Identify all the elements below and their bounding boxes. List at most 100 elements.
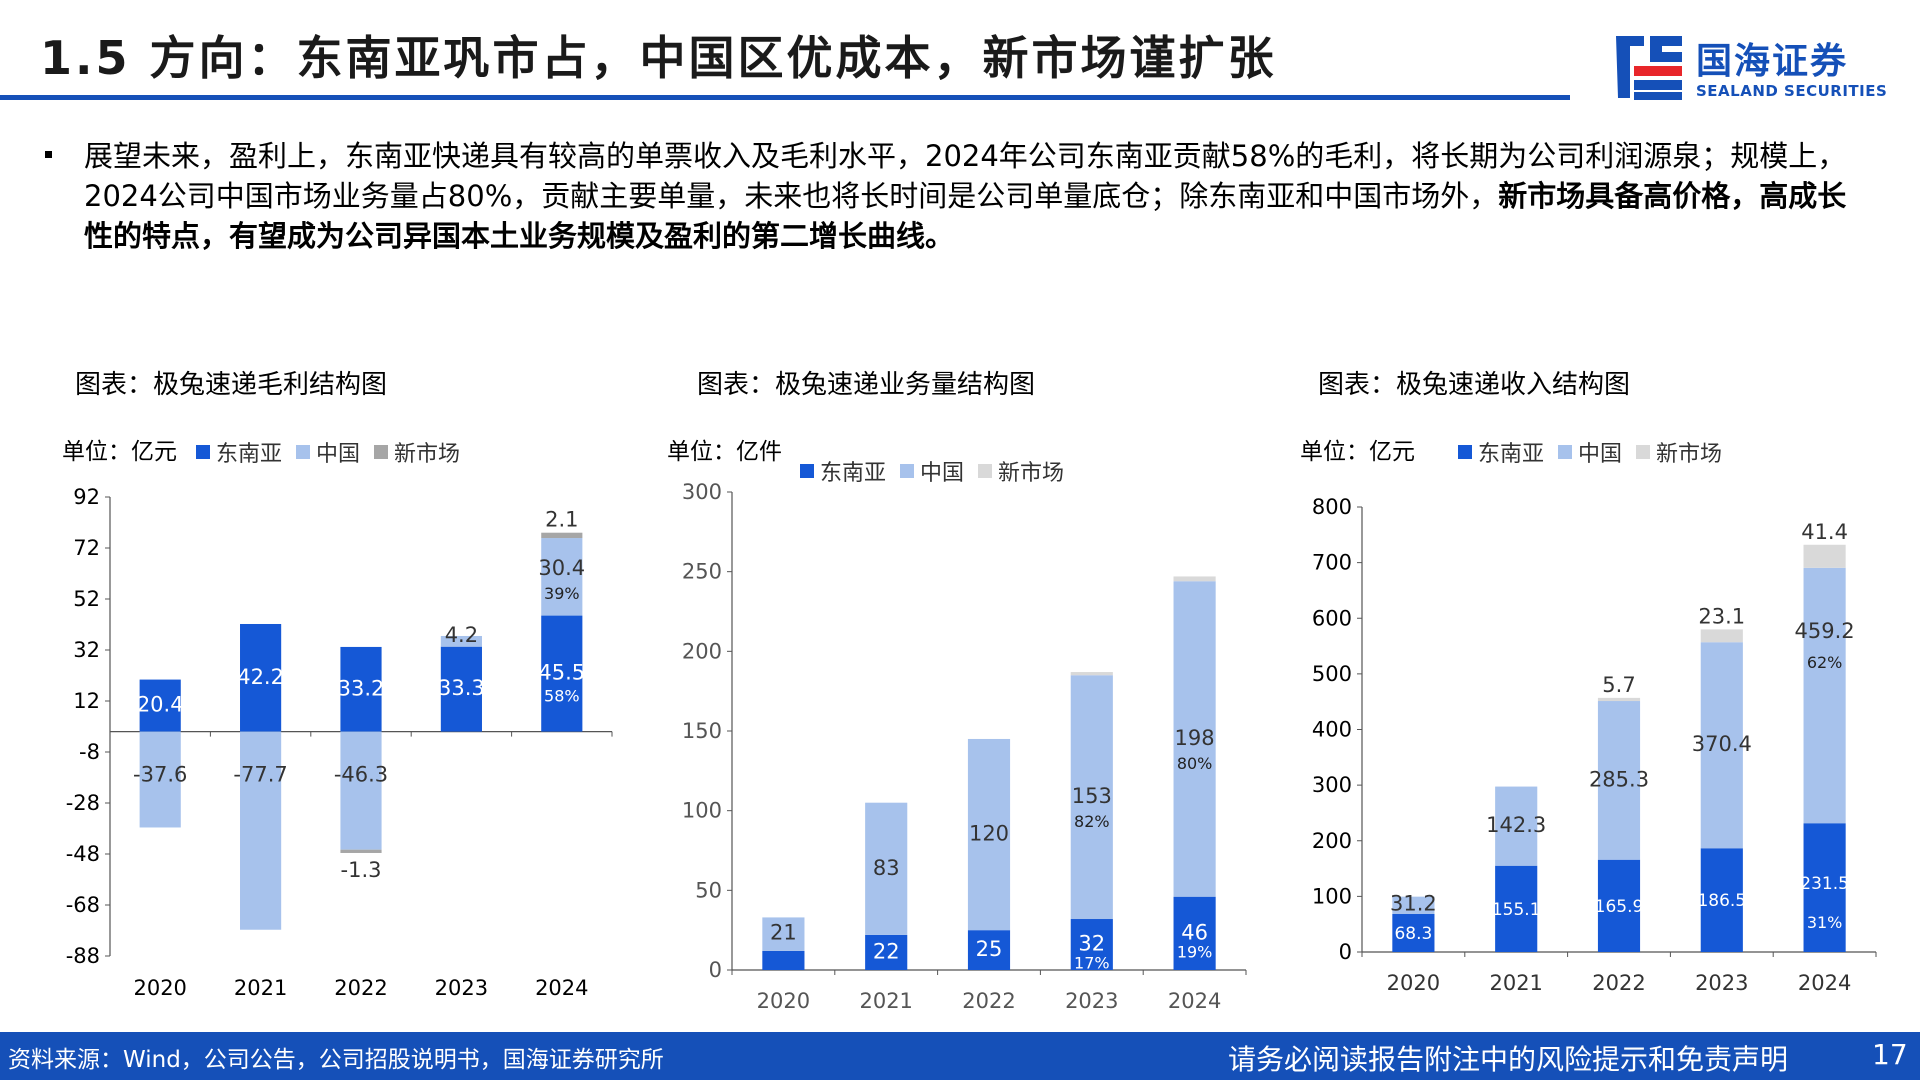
x-tick-label: 2021 — [859, 989, 912, 1013]
y-tick-label: 800 — [1312, 495, 1352, 519]
data-label: 30.4 — [538, 556, 585, 580]
data-label: 155.1 — [1492, 900, 1541, 920]
footer-bar: 资料来源：Wind，公司公告，公司招股说明书，国海证券研究所 请务必阅读报告附注… — [0, 1032, 1920, 1080]
legend-label-china: 中国 — [920, 461, 965, 486]
legend-item-new: 新市场 — [1636, 436, 1722, 468]
data-label: 285.3 — [1589, 767, 1649, 791]
logo-cn-text: 国海证券 — [1696, 41, 1849, 82]
data-label: 32 — [1078, 932, 1105, 956]
legend-swatch-sea — [800, 464, 814, 478]
x-tick-label: 2023 — [1065, 989, 1118, 1013]
bar-new-market — [1700, 629, 1743, 643]
y-tick-label: -48 — [66, 842, 100, 866]
legend-item-china: 中国 — [296, 436, 360, 468]
footer-disclaimer: 请务必阅读报告附注中的风险提示和免责声明 — [1228, 1043, 1789, 1076]
bar-new-market — [1173, 576, 1216, 582]
y-tick-label: 600 — [1312, 606, 1352, 630]
data-label: 198 — [1175, 726, 1215, 750]
summary-bold-text: 新市场具备高价格，高成长性的特点，有望成为公司异国本土业务规模及盈利的第二增长曲… — [84, 179, 1847, 253]
bar-new-market — [1070, 672, 1113, 676]
chart2-title: 图表：极兔速递业务量结构图 — [697, 370, 1036, 400]
y-tick-label: 400 — [1312, 718, 1352, 742]
data-label: 4.2 — [445, 623, 478, 647]
data-label: 120 — [969, 822, 1009, 846]
bar-sea — [541, 615, 583, 732]
data-label: 41.4 — [1801, 520, 1848, 544]
y-tick-label: 200 — [1312, 829, 1352, 853]
legend-label-sea: 东南亚 — [820, 461, 887, 486]
y-tick-label: 0 — [1339, 940, 1352, 964]
x-tick-label: 2021 — [234, 976, 287, 1000]
legend-item-new: 新市场 — [374, 436, 460, 468]
chart1-unit: 单位：亿元 — [62, 439, 177, 465]
y-tick-label: 52 — [73, 587, 100, 611]
legend-swatch-china — [1558, 445, 1573, 459]
data-label: -1.3 — [341, 858, 382, 882]
legend-label-new: 新市场 — [1656, 442, 1723, 467]
y-tick-label: 150 — [682, 719, 722, 743]
y-tick-label: 50 — [695, 878, 722, 902]
x-tick-label: 2024 — [1168, 989, 1221, 1013]
percent-label: 31% — [1807, 913, 1843, 932]
logo-en-text: SEALAND SECURITIES — [1696, 82, 1888, 100]
percent-label: 58% — [544, 687, 580, 706]
summary-text: 展望未来，盈利上，东南亚快递具有较高的单票收入及毛利水平，2024年公司东南亚贡… — [84, 139, 1847, 213]
bar-china — [440, 635, 482, 647]
bar-china — [762, 917, 805, 951]
data-label: 370.4 — [1692, 732, 1752, 756]
legend-swatch-new — [374, 445, 389, 459]
chart3-unit: 单位：亿元 — [1300, 439, 1415, 465]
legend-item-sea: 东南亚 — [196, 436, 282, 468]
bar-new-market — [340, 849, 382, 853]
legend-swatch-china — [296, 445, 311, 459]
x-tick-label: 2023 — [435, 976, 488, 1000]
legend-item-sea: 东南亚 — [800, 455, 886, 487]
legend-item-new: 新市场 — [978, 455, 1064, 487]
y-tick-label: 300 — [682, 480, 722, 504]
x-tick-label: 2024 — [535, 976, 588, 1000]
bar-china — [1597, 701, 1641, 860]
bar-china — [139, 731, 181, 828]
bar-china — [1495, 786, 1538, 866]
x-tick-label: 2022 — [962, 989, 1015, 1013]
bullet-icon — [42, 148, 56, 162]
y-tick-label: 12 — [73, 689, 100, 713]
chart3-revenue: 800 700 600 500 400 300 200 100 0 2020 2021 2022 202… — [1312, 495, 1877, 995]
y-tick-label: 100 — [1312, 884, 1352, 908]
chart2-volume: 300 250 200 150 100 50 0 2020 2021 2022 2023 2024 12… — [682, 480, 1247, 1013]
bar-sea — [967, 930, 1011, 970]
page-title: 1.5 方向：东南亚巩市占，中国区优成本，新市场谨扩张 — [40, 31, 1277, 85]
company-logo: 国海证券 SEALAND SECURITIES — [1610, 28, 1890, 108]
data-label: 231.5 — [1800, 874, 1849, 894]
data-label: 21 — [770, 920, 797, 944]
data-label: 33.2 — [338, 676, 385, 700]
bar-china — [967, 738, 1011, 931]
percent-label: 62% — [1807, 653, 1843, 672]
data-label: 46 — [1181, 920, 1208, 944]
bar-china — [340, 731, 382, 850]
x-tick-label: 2023 — [1695, 971, 1748, 995]
data-label: 42.2 — [237, 665, 284, 689]
percent-label: 39% — [544, 584, 580, 603]
logo-mark-icon — [1616, 36, 1682, 100]
bar-sea — [762, 950, 805, 970]
bar-sea — [1597, 859, 1641, 952]
data-label: 83 — [873, 856, 900, 880]
y-tick-label: 72 — [73, 536, 100, 560]
bar-sea — [1392, 914, 1435, 952]
legend-item-sea: 东南亚 — [1458, 436, 1544, 468]
data-label: -37.6 — [133, 763, 187, 787]
data-label: 20.4 — [137, 693, 184, 717]
y-tick-label: 700 — [1312, 551, 1352, 575]
bar-sea — [1495, 865, 1538, 952]
bar-new-market — [1803, 544, 1846, 568]
y-tick-label: -8 — [79, 740, 100, 764]
data-label: 31.2 — [1390, 892, 1437, 916]
bar-new-market — [1597, 697, 1641, 702]
percent-label: 17% — [1074, 954, 1110, 973]
percent-label: 19% — [1177, 942, 1213, 961]
x-tick-label: 2020 — [1387, 971, 1440, 995]
x-tick-label: 2022 — [1592, 971, 1645, 995]
legend-label-china: 中国 — [316, 442, 361, 467]
bar-china — [541, 538, 583, 616]
